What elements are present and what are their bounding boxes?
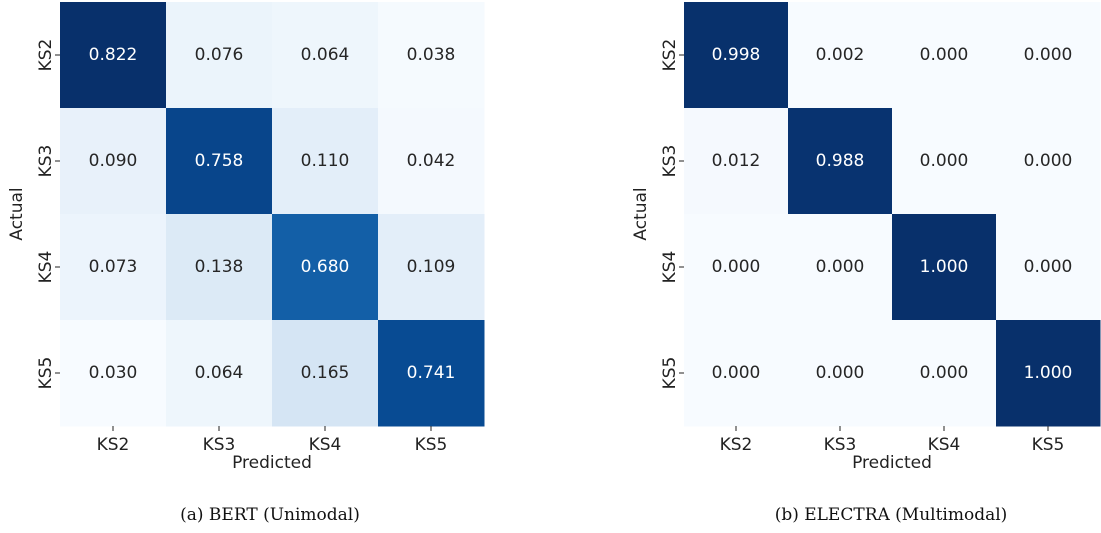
bert-cell-label-r2-c1: 0.138 (195, 257, 244, 277)
bert-cell-label-r0-c0: 0.822 (89, 45, 138, 65)
bert-cell-label-r0-c1: 0.076 (195, 45, 244, 65)
bert-cell-r1-c2 (272, 108, 379, 215)
bert-cell-r3-c1 (166, 320, 273, 427)
bert-cell-label-r1-c2: 0.110 (301, 151, 350, 171)
bert-cell-label-r2-c2: 0.680 (301, 257, 350, 277)
electra-cell-label-r1-c3: 0.000 (1024, 151, 1073, 171)
electra-cell-r2-c0 (684, 214, 789, 321)
bert-cell-label-r1-c0: 0.090 (89, 151, 138, 171)
bert-cell-label-r3-c0: 0.030 (89, 363, 138, 383)
electra-confusion-matrix: 0.998 0.002 0.000 0.000 0.012 0.988 0.000 0.000… (631, 2, 1101, 473)
electra-cell-label-r0-c1: 0.002 (816, 45, 865, 65)
electra-cell-label-r1-c1: 0.988 (816, 151, 865, 171)
bert-cell-r0-c1 (166, 2, 273, 109)
caption-bert: (a) BERT (Unimodal) (180, 505, 360, 525)
bert-cell-label-r0-c3: 0.038 (407, 45, 456, 65)
bert-cell-r2-c2 (272, 214, 379, 321)
bert-xaxis-title: Predicted (232, 453, 312, 473)
electra-cell-r3-c2 (892, 320, 997, 427)
electra-cell-r0-c3 (996, 2, 1101, 109)
bert-cell-label-r2-c0: 0.073 (89, 257, 138, 277)
electra-yaxis-title: Actual (631, 187, 651, 240)
electra-cell-label-r1-c0: 0.012 (712, 151, 761, 171)
bert-cell-r1-c3 (378, 108, 485, 215)
bert-cell-label-r1-c1: 0.758 (195, 151, 244, 171)
electra-xtick-label-0: KS2 (720, 435, 753, 455)
bert-cell-r1-c0 (60, 108, 167, 215)
bert-cell-label-r2-c3: 0.109 (407, 257, 456, 277)
bert-ytick-label-1: KS3 (36, 145, 56, 178)
electra-cell-r1-c1 (788, 108, 893, 215)
electra-cell-r3-c0 (684, 320, 789, 427)
electra-cell-r1-c0 (684, 108, 789, 215)
electra-cell-r0-c2 (892, 2, 997, 109)
bert-cell-r0-c2 (272, 2, 379, 109)
bert-cell-label-r1-c3: 0.042 (407, 151, 456, 171)
caption-electra: (b) ELECTRA (Multimodal) (774, 505, 1008, 525)
electra-cell-r0-c0 (684, 2, 789, 109)
electra-xtick-label-1: KS3 (824, 435, 857, 455)
electra-cell-label-r1-c2: 0.000 (920, 151, 969, 171)
electra-cell-label-r3-c3: 1.000 (1024, 363, 1073, 383)
electra-cell-r3-c3 (996, 320, 1101, 427)
electra-cell-label-r2-c2: 1.000 (920, 257, 969, 277)
electra-ytick-label-1: KS3 (660, 145, 680, 178)
bert-cell-r0-c0 (60, 2, 167, 109)
bert-cell-r0-c3 (378, 2, 485, 109)
electra-ytick-label-2: KS4 (660, 251, 680, 284)
electra-cell-label-r2-c3: 0.000 (1024, 257, 1073, 277)
bert-ytick-label-3: KS5 (36, 357, 56, 390)
bert-cell-r2-c3 (378, 214, 485, 321)
bert-xtick-label-2: KS4 (309, 435, 342, 455)
bert-yaxis-title: Actual (7, 187, 27, 240)
electra-xtick-label-2: KS4 (928, 435, 961, 455)
bert-cell-label-r3-c1: 0.064 (195, 363, 244, 383)
bert-cell-label-r3-c3: 0.741 (407, 363, 456, 383)
bert-cell-r3-c0 (60, 320, 167, 427)
bert-xtick-label-1: KS3 (203, 435, 236, 455)
bert-cell-label-r3-c2: 0.165 (301, 363, 350, 383)
electra-cell-label-r0-c3: 0.000 (1024, 45, 1073, 65)
electra-ytick-label-0: KS2 (660, 39, 680, 72)
electra-cell-r1-c2 (892, 108, 997, 215)
electra-cell-r3-c1 (788, 320, 893, 427)
electra-cell-label-r3-c1: 0.000 (816, 363, 865, 383)
electra-cell-r1-c3 (996, 108, 1101, 215)
electra-cell-label-r0-c0: 0.998 (712, 45, 761, 65)
bert-confusion-matrix: 0.822 0.076 0.064 0.038 0.090 0.758 0.110 0.042… (7, 2, 485, 473)
electra-ytick-label-3: KS5 (660, 357, 680, 390)
electra-cell-r0-c1 (788, 2, 893, 109)
electra-xaxis-title: Predicted (852, 453, 932, 473)
bert-cell-r3-c3 (378, 320, 485, 427)
bert-cell-r2-c1 (166, 214, 273, 321)
bert-ytick-label-0: KS2 (36, 39, 56, 72)
bert-ytick-label-2: KS4 (36, 251, 56, 284)
bert-cell-r1-c1 (166, 108, 273, 215)
bert-cell-r2-c0 (60, 214, 167, 321)
electra-cell-label-r2-c1: 0.000 (816, 257, 865, 277)
electra-cell-r2-c2 (892, 214, 997, 321)
electra-cell-label-r3-c2: 0.000 (920, 363, 969, 383)
electra-cell-label-r0-c2: 0.000 (920, 45, 969, 65)
bert-xtick-label-0: KS2 (97, 435, 130, 455)
bert-cell-r3-c2 (272, 320, 379, 427)
electra-xtick-label-3: KS5 (1032, 435, 1065, 455)
electra-cell-r2-c1 (788, 214, 893, 321)
electra-cell-label-r2-c0: 0.000 (712, 257, 761, 277)
electra-cell-label-r3-c0: 0.000 (712, 363, 761, 383)
bert-xtick-label-3: KS5 (415, 435, 448, 455)
bert-cell-label-r0-c2: 0.064 (301, 45, 350, 65)
electra-cell-r2-c3 (996, 214, 1101, 321)
